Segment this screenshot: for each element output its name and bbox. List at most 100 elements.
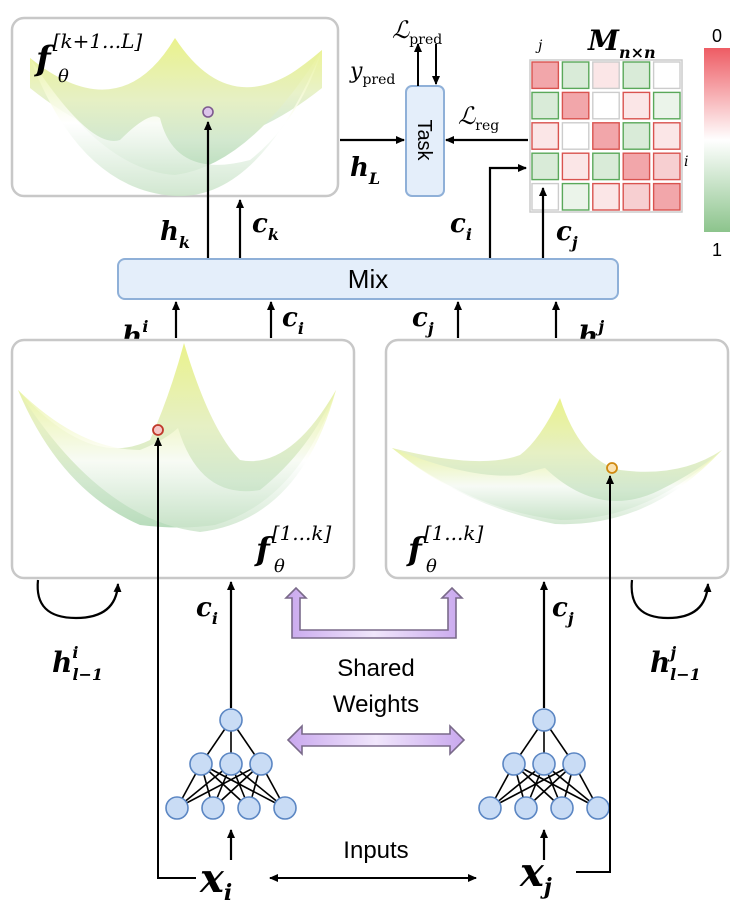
h-l-1-i-loop-arrow xyxy=(36,579,122,620)
top-network-box: f [k+1...L] θ xyxy=(10,16,340,198)
c-i-to-matrix-arrow xyxy=(488,164,527,258)
matrix-cell xyxy=(652,122,681,150)
encoder-node xyxy=(219,708,243,732)
shared-weights-double-arrow xyxy=(286,724,466,756)
x-j-label: xj xyxy=(519,849,552,900)
encoder-node xyxy=(586,796,610,820)
matrix-cell xyxy=(531,122,560,150)
encoder-node xyxy=(201,796,225,820)
matrix-cell xyxy=(561,152,590,181)
matrix-cell xyxy=(622,61,651,90)
colorbar: 0 1 xyxy=(704,26,730,260)
matrix-cell xyxy=(592,61,620,90)
matrix-cell xyxy=(622,182,651,211)
encoder-node xyxy=(562,752,586,776)
matrix-col-index: j xyxy=(535,38,543,54)
right-network-box: f [1...k] θ xyxy=(384,338,730,580)
matrix-cell xyxy=(622,122,651,150)
encoder-edge xyxy=(513,763,599,809)
encoder-node xyxy=(219,752,243,776)
encoder-edge xyxy=(176,763,262,809)
encoder-edge xyxy=(200,763,286,809)
matrix-cell xyxy=(622,152,651,181)
right-encoder-network xyxy=(478,708,610,820)
matrix-cell xyxy=(652,182,681,211)
f-top-sub: θ xyxy=(58,66,69,87)
matrix-cell xyxy=(592,91,620,120)
c-j-low-label: cj xyxy=(552,593,574,628)
matrix-cell xyxy=(531,182,560,211)
right-loss-surface xyxy=(392,398,722,525)
left-encoder-network xyxy=(165,708,297,820)
encoder-node xyxy=(532,752,556,776)
x-j-skip-arrow xyxy=(576,475,614,873)
f-right-label: f [1...k] xyxy=(406,521,483,568)
colorbar-bottom-label: 1 xyxy=(712,240,722,260)
encoder-node xyxy=(189,752,213,776)
encoder-node xyxy=(249,752,273,776)
inputs-label: Inputs xyxy=(343,837,408,864)
c-i-mid-label: ci xyxy=(282,303,304,338)
L-pred-label: ℒpred xyxy=(392,16,442,48)
top-loss-surface xyxy=(30,38,322,197)
encoder-node xyxy=(273,796,297,820)
h-l-1-j-loop-arrow xyxy=(630,579,712,620)
encoder-edge xyxy=(489,763,575,809)
encoder-node xyxy=(532,708,556,732)
right-surface-marker xyxy=(606,462,618,474)
c-i-upper-label: ci xyxy=(450,209,472,244)
encoder-node xyxy=(478,796,502,820)
x-i-label: xi xyxy=(199,855,232,906)
matrix-cell xyxy=(531,152,560,181)
x-i-skip-arrow xyxy=(154,437,196,879)
matrix-cell xyxy=(531,61,560,90)
f-left-sub: θ xyxy=(274,556,285,577)
left-loss-surface xyxy=(18,343,336,532)
colorbar-top-label: 0 xyxy=(712,26,722,46)
L-reg-label: ℒreg xyxy=(458,102,499,134)
similarity-matrix xyxy=(529,59,683,213)
c-k-label: ck xyxy=(252,209,279,244)
top-surface-marker xyxy=(202,106,214,118)
encoder-node xyxy=(550,796,574,820)
f-top-label: f [k+1...L] xyxy=(34,29,142,79)
encoder-node xyxy=(502,752,526,776)
task-label: Task xyxy=(413,119,435,161)
matrix-cell xyxy=(652,61,681,90)
f-left-label: f [1...k] xyxy=(254,521,331,568)
matrix-cell xyxy=(561,91,590,120)
y-pred-label: ypred xyxy=(349,59,395,88)
matrix-title: Mn×n xyxy=(587,24,656,62)
matrix-cell xyxy=(561,122,590,150)
matrix-cell xyxy=(592,182,620,211)
shared-weights-connector xyxy=(284,586,464,639)
c-j-mid-label: cj xyxy=(412,303,434,338)
mix-block: Mix xyxy=(117,258,619,300)
matrix-cell xyxy=(561,182,590,211)
encoder-node xyxy=(165,796,189,820)
f-right-sub: θ xyxy=(426,556,437,577)
left-network-box: f [1...k] θ xyxy=(10,338,356,580)
h-L-label: hL xyxy=(350,153,380,188)
matrix-cell xyxy=(622,91,651,120)
c-j-upper-label: cj xyxy=(556,217,578,252)
h-l-1-j-label: hj l−1 xyxy=(650,643,701,684)
matrix-cell xyxy=(592,152,620,181)
left-surface-marker xyxy=(152,424,164,436)
shared-label-line1: Shared xyxy=(337,655,414,682)
encoder-node xyxy=(237,796,261,820)
encoder-node xyxy=(514,796,538,820)
matrix-row-index: i xyxy=(684,154,688,170)
matrix-cell xyxy=(592,122,620,150)
matrix-cell xyxy=(561,61,590,90)
matrix-cell xyxy=(531,91,560,120)
matrix-cell xyxy=(652,91,681,120)
h-l-1-i-label: hi l−1 xyxy=(52,643,103,684)
mix-label: Mix xyxy=(348,264,388,294)
shared-label-line2: Weights xyxy=(333,691,419,718)
task-box: Task xyxy=(405,85,445,197)
matrix-cell xyxy=(652,152,681,181)
c-i-low-label: ci xyxy=(196,593,218,628)
h-k-label: hk xyxy=(160,217,190,252)
